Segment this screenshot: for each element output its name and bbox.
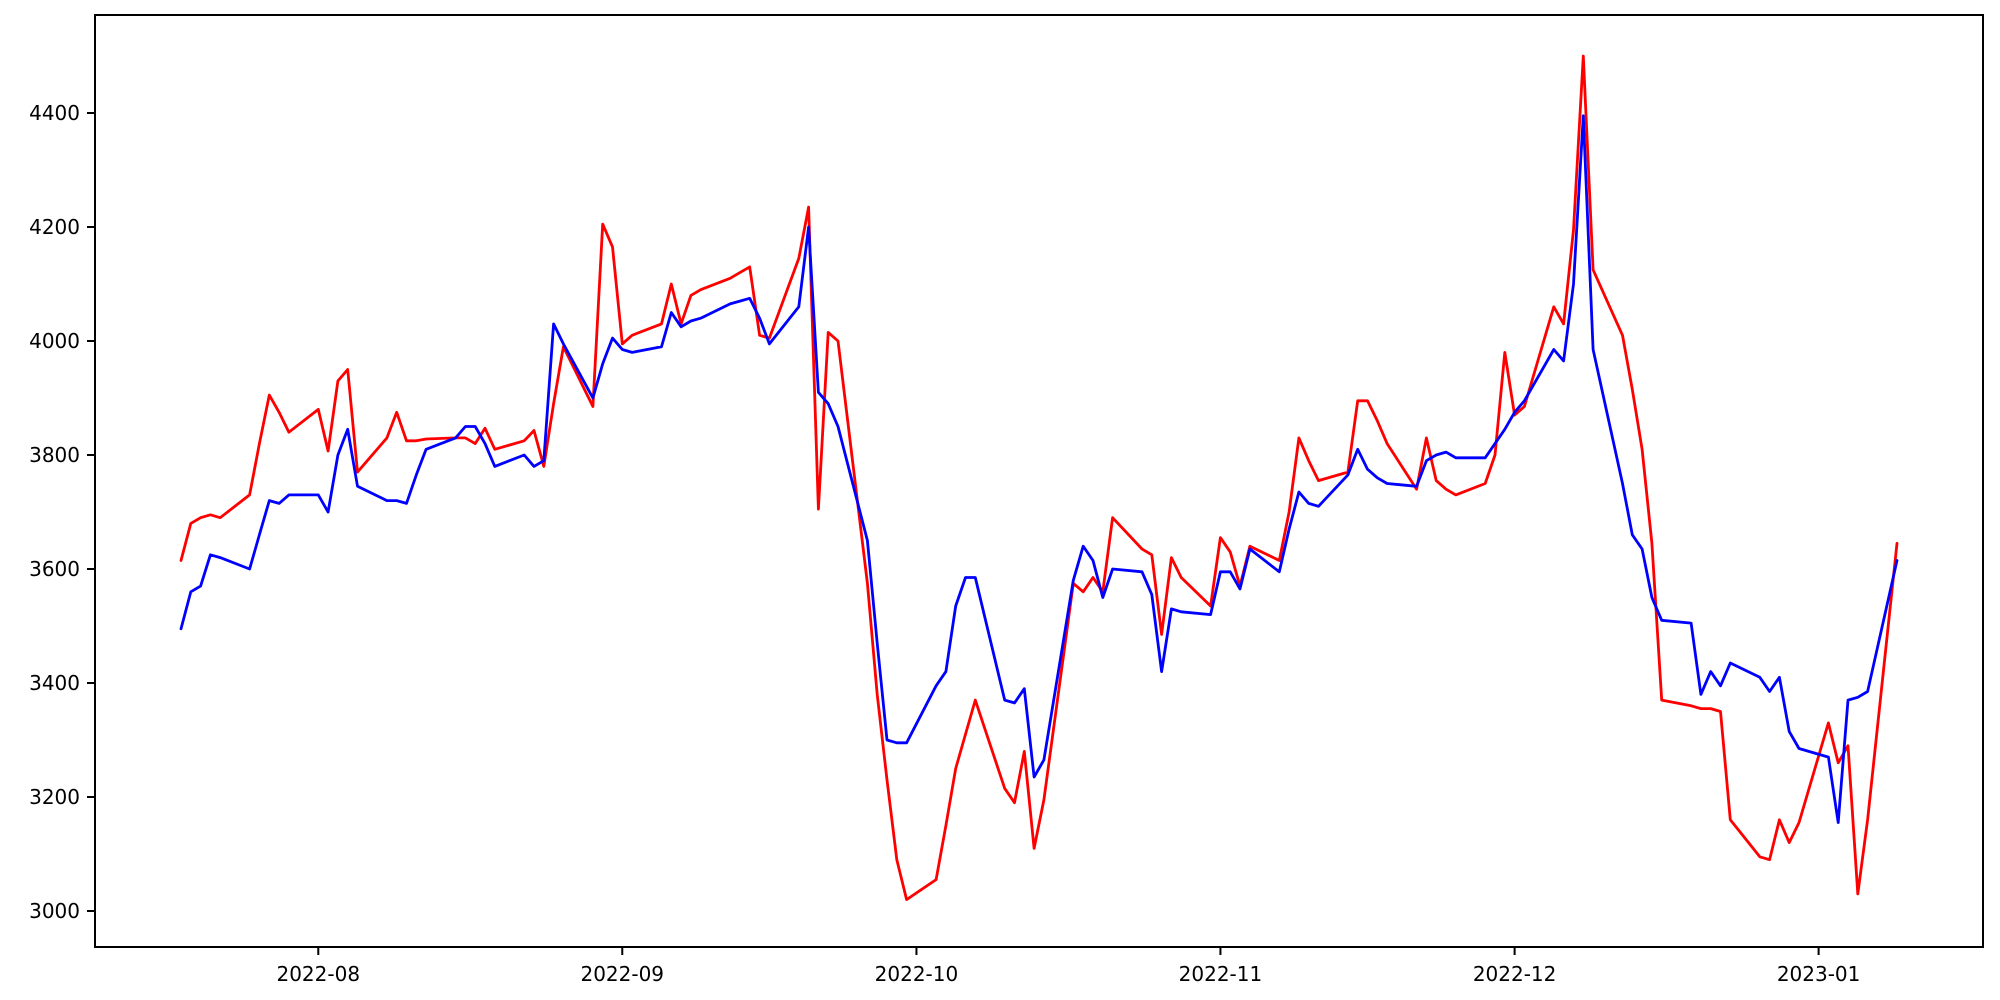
x-tick-label: 2023-01 xyxy=(1777,962,1861,986)
x-axis: 2022-08 2022-09 2022-10 2022-11 2022-12 2023-… xyxy=(276,947,1860,986)
y-tick-label: 4200 xyxy=(29,215,80,239)
y-tick-label: 3600 xyxy=(29,557,80,581)
y-tick-label: 3200 xyxy=(29,785,80,809)
x-tick-label: 2022-09 xyxy=(580,962,664,986)
x-tick-label: 2022-11 xyxy=(1179,962,1263,986)
series-group xyxy=(179,54,1899,901)
x-tick-label: 2022-12 xyxy=(1473,962,1557,986)
y-tick-label: 3400 xyxy=(29,671,80,695)
plot-area-border xyxy=(94,14,1984,948)
y-tick-label: 4400 xyxy=(29,101,80,125)
x-tick-label: 2022-08 xyxy=(276,962,360,986)
y-axis: 3000 3200 3400 3600 3800 4000 4200 4400 xyxy=(29,101,95,923)
y-tick-label: 4000 xyxy=(29,329,80,353)
x-tick-label: 2022-10 xyxy=(875,962,959,986)
red-series-line xyxy=(179,54,1899,901)
blue-series-line xyxy=(179,114,1899,824)
y-tick-label: 3000 xyxy=(29,899,80,923)
y-tick-label: 3800 xyxy=(29,443,80,467)
